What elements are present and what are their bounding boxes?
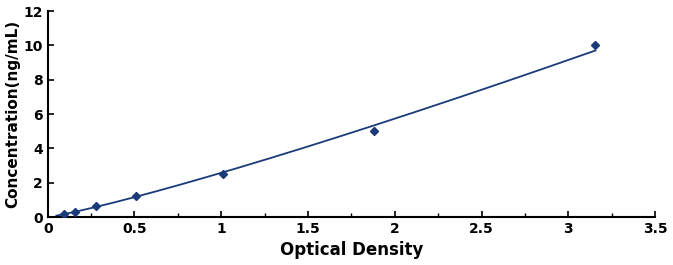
Y-axis label: Concentration(ng/mL): Concentration(ng/mL) [5, 20, 21, 208]
X-axis label: Optical Density: Optical Density [280, 241, 423, 259]
